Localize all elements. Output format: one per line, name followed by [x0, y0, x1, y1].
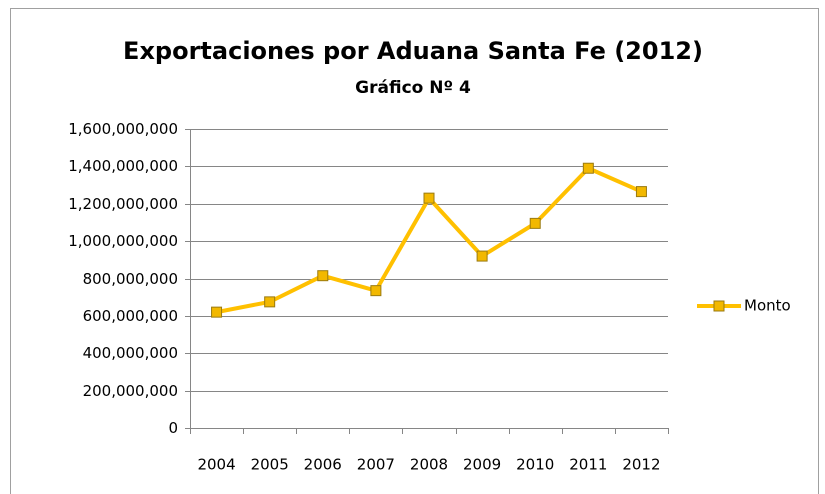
legend-marker: [713, 300, 725, 312]
marker: [635, 186, 647, 198]
y-tick-label: 1,000,000,000: [68, 232, 178, 250]
marker: [370, 285, 382, 297]
x-tick-label: 2005: [251, 456, 289, 474]
x-tick-label: 2004: [197, 456, 235, 474]
y-tick-label: 400,000,000: [83, 344, 178, 362]
marker: [582, 162, 594, 174]
x-tick-label: 2009: [463, 456, 501, 474]
marker: [423, 192, 435, 204]
chart-title: Exportaciones por Aduana Santa Fe (2012): [123, 37, 703, 65]
y-tick-label: 600,000,000: [83, 307, 178, 325]
marker: [476, 250, 488, 262]
y-tick-label: 1,600,000,000: [68, 120, 178, 138]
y-tick-label: 800,000,000: [83, 270, 178, 288]
marker: [211, 306, 223, 318]
y-tick-label: 0: [168, 419, 178, 437]
x-tick-label: 2007: [357, 456, 395, 474]
y-tick-label: 1,200,000,000: [68, 195, 178, 213]
marker: [264, 296, 276, 308]
x-tick-label: 2010: [516, 456, 554, 474]
marker: [529, 217, 541, 229]
y-tick-label: 1,400,000,000: [68, 157, 178, 175]
x-tick-label: 2008: [410, 456, 448, 474]
x-tick-label: 2011: [569, 456, 607, 474]
legend-label: Monto: [744, 297, 791, 315]
chart-border: [10, 8, 819, 494]
chart-subtitle: Gráfico Nº 4: [355, 78, 471, 98]
marker: [317, 270, 329, 282]
y-tick-label: 200,000,000: [83, 382, 178, 400]
x-tick-label: 2006: [304, 456, 342, 474]
x-tick-label: 2012: [622, 456, 660, 474]
